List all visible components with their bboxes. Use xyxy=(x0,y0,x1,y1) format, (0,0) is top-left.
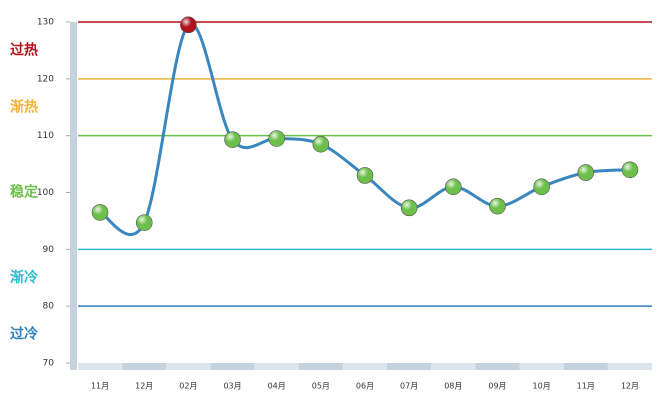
band-label: 渐热 xyxy=(10,98,38,115)
x-axis-segment xyxy=(166,363,211,370)
x-axis-segment xyxy=(387,363,432,370)
marker xyxy=(445,178,462,196)
x-axis-segment xyxy=(563,363,608,370)
x-axis-segment xyxy=(210,363,255,370)
band-label: 过热 xyxy=(10,41,38,58)
line xyxy=(99,22,631,237)
y-axis-bar xyxy=(70,22,77,370)
x-axis-segment xyxy=(607,363,652,370)
y-tick-label: 80 xyxy=(43,302,55,312)
marker xyxy=(312,135,330,153)
x-tick-label: 11月 xyxy=(91,382,109,391)
marker xyxy=(224,131,241,148)
band-label: 过冷 xyxy=(10,326,38,343)
x-tick-label: 10月 xyxy=(533,382,551,391)
y-tick-label: 110 xyxy=(37,131,54,141)
y-tick-label: 130 xyxy=(37,18,54,28)
y-tick-label: 100 xyxy=(37,188,54,198)
x-tick-label: 07月 xyxy=(400,382,418,391)
marker xyxy=(135,214,153,231)
band-label: 稳定 xyxy=(10,184,38,201)
marker xyxy=(268,130,285,147)
y-tick-label: 70 xyxy=(43,359,55,369)
x-tick-label: 06月 xyxy=(356,382,374,391)
y-tick-label: 120 xyxy=(37,74,54,84)
x-tick-label: 05月 xyxy=(312,382,330,391)
x-tick-label: 11月 xyxy=(577,382,595,391)
marker xyxy=(533,178,550,196)
x-axis-segment xyxy=(254,363,299,370)
x-tick-label: 02月 xyxy=(179,382,197,391)
x-axis-segment xyxy=(122,363,167,370)
x-tick-label: 09月 xyxy=(488,382,506,391)
x-axis-segment xyxy=(298,363,343,370)
marker xyxy=(356,167,374,184)
x-axis-segment xyxy=(78,363,123,370)
marker xyxy=(400,199,418,217)
y-tick-label: 90 xyxy=(43,245,55,255)
x-tick-label: 12月 xyxy=(621,382,639,391)
marker xyxy=(621,161,639,179)
x-axis-segment xyxy=(431,363,476,370)
marker xyxy=(91,204,109,221)
x-tick-label: 04月 xyxy=(268,382,286,391)
x-axis-segment xyxy=(519,363,564,370)
x-tick-label: 03月 xyxy=(223,382,241,391)
band-label: 渐冷 xyxy=(10,269,38,286)
marker xyxy=(180,16,197,34)
x-tick-label: 08月 xyxy=(444,382,462,391)
x-axis-segment xyxy=(342,363,388,370)
marker xyxy=(577,164,595,181)
marker xyxy=(489,197,506,215)
x-tick-label: 12月 xyxy=(135,382,153,391)
x-axis-segment xyxy=(475,363,520,370)
